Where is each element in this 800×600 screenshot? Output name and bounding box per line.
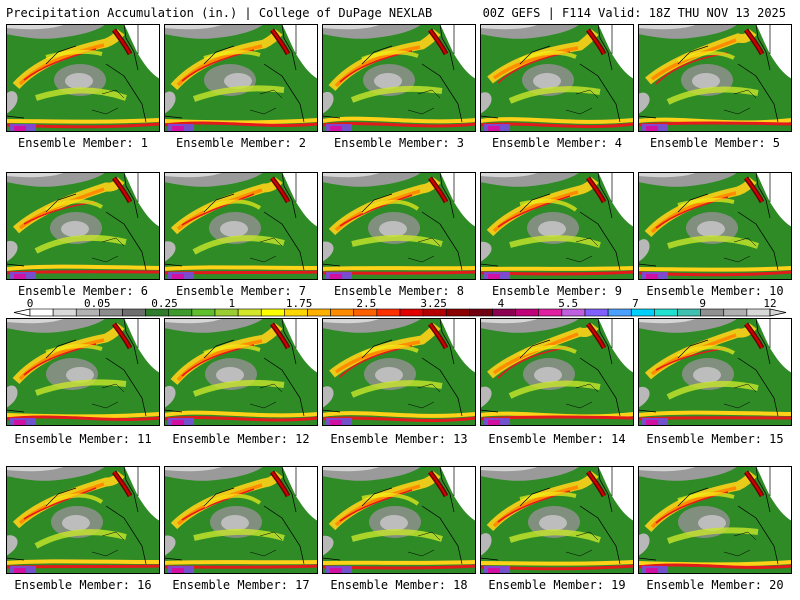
colorbar-tick-label: 0.05	[84, 298, 111, 310]
colorbar-swatch	[237, 308, 262, 317]
ensemble-member-label: Ensemble Member: 1	[17, 136, 149, 150]
ensemble-member-map-19	[480, 466, 634, 574]
colorbar-swatch	[376, 308, 401, 317]
ensemble-member-map-14	[480, 318, 634, 426]
ensemble-member-map-8	[322, 172, 476, 280]
colorbar-swatch	[746, 308, 771, 317]
ensemble-member-map-17	[164, 466, 318, 574]
ensemble-member-map-18	[322, 466, 476, 574]
colorbar-swatch	[145, 308, 170, 317]
ensemble-member-map-13	[322, 318, 476, 426]
colorbar-swatch	[723, 308, 748, 317]
ensemble-member-label: Ensemble Member: 4	[491, 136, 623, 150]
colorbar-tick-label: 4	[498, 298, 505, 310]
ensemble-member-label: Ensemble Member: 18	[330, 578, 468, 592]
colorbar-swatch	[700, 308, 725, 317]
ensemble-member-map-20	[638, 466, 792, 574]
colorbar-swatch	[260, 308, 285, 317]
colorbar-tick-label: 9	[699, 298, 706, 310]
ensemble-member-map-5	[638, 24, 792, 132]
ensemble-member-label: Ensemble Member: 12	[172, 432, 310, 446]
ensemble-member-label: Ensemble Member: 13	[330, 432, 468, 446]
colorbar-swatch	[284, 308, 308, 317]
colorbar-swatch	[122, 308, 146, 317]
colorbar-tick-label: 0	[27, 298, 34, 310]
colorbar-swatch	[538, 308, 563, 317]
ensemble-member-map-10	[638, 172, 792, 280]
ensemble-member-map-15	[638, 318, 792, 426]
ensemble-member-map-4	[480, 24, 634, 132]
colorbar-max-arrow	[769, 308, 787, 317]
ensemble-member-label: Ensemble Member: 15	[646, 432, 784, 446]
ensemble-member-map-16	[6, 466, 160, 574]
colorbar-swatch	[584, 308, 609, 317]
colorbar-swatch	[607, 308, 632, 317]
colorbar-tick-label: 1	[229, 298, 236, 310]
ensemble-member-map-6	[6, 172, 160, 280]
model-run-info: 00Z GEFS | F114 Valid: 18Z THU NOV 13 20…	[482, 6, 786, 20]
colorbar-swatch	[469, 308, 493, 317]
colorbar-swatch	[52, 308, 77, 317]
colorbar-swatch	[630, 308, 655, 317]
colorbar-swatch	[654, 308, 678, 317]
ensemble-member-label: Ensemble Member: 3	[333, 136, 465, 150]
ensemble-member-map-9	[480, 172, 634, 280]
colorbar-tick-label: 3.25	[420, 298, 447, 310]
ensemble-member-label: Ensemble Member: 6	[17, 284, 149, 298]
ensemble-member-label: Ensemble Member: 7	[175, 284, 307, 298]
colorbar-tick-label: 2.5	[356, 298, 376, 310]
ensemble-member-label: Ensemble Member: 8	[333, 284, 465, 298]
ensemble-member-map-2	[164, 24, 318, 132]
ensemble-member-label: Ensemble Member: 5	[649, 136, 781, 150]
colorbar-swatch	[353, 308, 378, 317]
ensemble-member-map-11	[6, 318, 160, 426]
chart-title: Precipitation Accumulation (in.) | Colle…	[6, 6, 433, 20]
colorbar-swatch	[677, 308, 701, 317]
colorbar-swatch	[168, 308, 193, 317]
colorbar-swatch	[29, 308, 54, 317]
colorbar-swatch	[99, 308, 123, 317]
ensemble-member-label: Ensemble Member: 19	[488, 578, 626, 592]
colorbar-tick-label: 1.75	[286, 298, 313, 310]
colorbar-swatch	[445, 308, 470, 317]
colorbar-swatch	[330, 308, 355, 317]
ensemble-member-label: Ensemble Member: 17	[172, 578, 310, 592]
colorbar-swatch	[561, 308, 586, 317]
colorbar-swatch	[422, 308, 447, 317]
ensemble-member-map-1	[6, 24, 160, 132]
colorbar-swatch	[515, 308, 540, 317]
colorbar-tick-label: 5.5	[558, 298, 578, 310]
colorbar-swatch	[191, 308, 216, 317]
colorbar-tick-label: 12	[763, 298, 776, 310]
precip-colorbar: 0 0.05 0.25 1 1.75 2.5 3.25 4 5.5 7 9 12	[13, 298, 787, 317]
colorbar-min-arrow	[13, 308, 31, 317]
ensemble-member-map-7	[164, 172, 318, 280]
ensemble-member-label: Ensemble Member: 20	[646, 578, 784, 592]
ensemble-member-label: Ensemble Member: 2	[175, 136, 307, 150]
ensemble-member-label: Ensemble Member: 16	[14, 578, 152, 592]
ensemble-member-label: Ensemble Member: 14	[488, 432, 626, 446]
ensemble-member-map-12	[164, 318, 318, 426]
colorbar-swatch	[214, 308, 239, 317]
ensemble-member-label: Ensemble Member: 11	[14, 432, 152, 446]
ensemble-member-map-3	[322, 24, 476, 132]
colorbar-swatch	[492, 308, 516, 317]
colorbar-tick-label: 0.25	[151, 298, 178, 310]
ensemble-member-label: Ensemble Member: 9	[491, 284, 623, 298]
colorbar-swatch	[399, 308, 424, 317]
colorbar-swatch	[75, 308, 100, 317]
ensemble-member-label: Ensemble Member: 10	[646, 284, 784, 298]
colorbar-swatch	[307, 308, 331, 317]
colorbar-tick-label: 7	[632, 298, 639, 310]
